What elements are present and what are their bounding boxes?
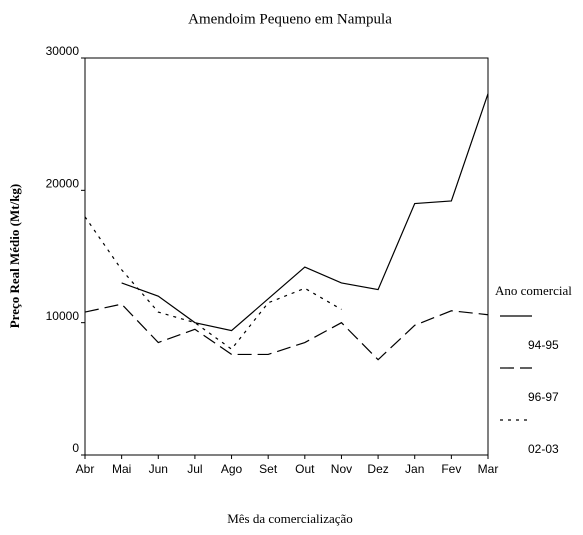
x-tick-label: Jan: [405, 462, 424, 476]
x-tick-label: Mar: [478, 462, 499, 476]
x-tick-label: Dez: [367, 462, 388, 476]
legend-label: 96-97: [528, 390, 559, 404]
x-tick-label: Jul: [187, 462, 202, 476]
chart-title: Amendoim Pequeno em Nampula: [188, 11, 392, 27]
x-tick-label: Mai: [112, 462, 131, 476]
x-tick-label: Abr: [76, 462, 95, 476]
legend-label: 94-95: [528, 338, 559, 352]
y-tick-label: 30000: [46, 44, 80, 58]
y-tick-label: 20000: [46, 177, 80, 191]
legend-title: Ano comercial: [495, 283, 572, 298]
x-tick-label: Nov: [331, 462, 352, 476]
legend-label: 02-03: [528, 442, 559, 456]
x-tick-label: Set: [259, 462, 278, 476]
x-tick-label: Out: [295, 462, 315, 476]
y-axis-label: Preço Real Médio (Mt/kg): [7, 184, 22, 329]
y-tick-label: 10000: [46, 309, 80, 323]
x-tick-label: Fev: [441, 462, 461, 476]
series-line: [121, 93, 489, 332]
plot-frame: [84, 57, 489, 456]
series-line: [84, 303, 489, 361]
series-line: [84, 216, 342, 350]
x-tick-label: Jun: [149, 462, 168, 476]
y-tick-label: 0: [72, 441, 79, 455]
x-axis-label: Mês da comercialização: [227, 511, 353, 526]
x-tick-label: Ago: [221, 462, 243, 476]
